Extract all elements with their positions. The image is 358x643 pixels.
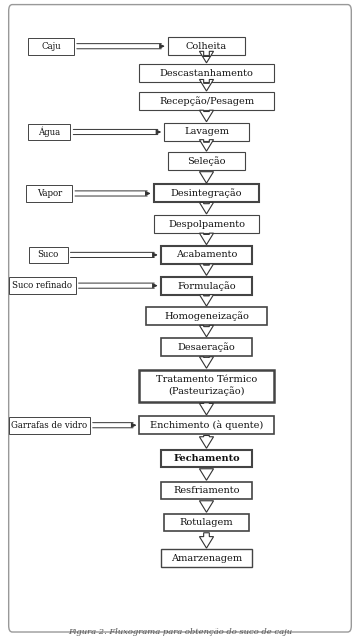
- FancyBboxPatch shape: [168, 152, 245, 170]
- Polygon shape: [199, 233, 214, 245]
- Polygon shape: [199, 294, 214, 306]
- Text: Acabamento: Acabamento: [176, 250, 237, 259]
- Text: Suco refinado: Suco refinado: [12, 281, 72, 290]
- Text: Colheita: Colheita: [186, 42, 227, 51]
- Polygon shape: [199, 172, 214, 183]
- FancyBboxPatch shape: [139, 64, 274, 82]
- Text: Água: Água: [38, 127, 61, 137]
- Text: Figura 2. Fluxograma para obtenção do suco de caju: Figura 2. Fluxograma para obtenção do su…: [68, 628, 292, 636]
- Text: Caju: Caju: [41, 42, 61, 51]
- Text: Fechamento: Fechamento: [173, 454, 240, 463]
- Polygon shape: [199, 140, 214, 151]
- FancyBboxPatch shape: [161, 338, 252, 356]
- Text: Despolpamento: Despolpamento: [168, 220, 245, 229]
- Polygon shape: [199, 80, 214, 91]
- Polygon shape: [199, 357, 214, 368]
- Text: Enchimento (à quente): Enchimento (à quente): [150, 421, 263, 430]
- Text: Vapor: Vapor: [37, 189, 62, 198]
- FancyBboxPatch shape: [161, 246, 252, 264]
- Text: Homogeneização: Homogeneização: [164, 311, 249, 322]
- FancyBboxPatch shape: [168, 37, 245, 55]
- Text: Seleção: Seleção: [187, 156, 226, 167]
- Polygon shape: [199, 51, 214, 63]
- Text: Rotulagem: Rotulagem: [180, 518, 233, 527]
- FancyBboxPatch shape: [161, 449, 252, 467]
- FancyBboxPatch shape: [154, 185, 260, 203]
- Polygon shape: [199, 325, 214, 337]
- Polygon shape: [199, 403, 214, 415]
- Text: Amarzenagem: Amarzenagem: [171, 554, 242, 563]
- Polygon shape: [199, 469, 214, 480]
- Polygon shape: [199, 264, 214, 275]
- Polygon shape: [199, 501, 214, 512]
- Text: Tratamento Térmico
(Pasteurização): Tratamento Térmico (Pasteurização): [156, 376, 257, 395]
- FancyBboxPatch shape: [28, 38, 74, 55]
- Polygon shape: [199, 203, 214, 214]
- Text: Lavagem: Lavagem: [184, 127, 229, 136]
- FancyBboxPatch shape: [164, 123, 249, 141]
- FancyBboxPatch shape: [26, 185, 72, 202]
- Text: Resfriamento: Resfriamento: [173, 486, 240, 495]
- FancyBboxPatch shape: [161, 549, 252, 567]
- Polygon shape: [199, 110, 214, 122]
- Text: Desaeração: Desaeração: [178, 342, 235, 352]
- FancyBboxPatch shape: [146, 307, 267, 325]
- FancyBboxPatch shape: [161, 482, 252, 500]
- Text: Recepção/Pesagem: Recepção/Pesagem: [159, 96, 254, 106]
- FancyBboxPatch shape: [154, 215, 260, 233]
- FancyBboxPatch shape: [139, 416, 274, 434]
- FancyBboxPatch shape: [164, 514, 249, 532]
- Polygon shape: [199, 435, 214, 448]
- Text: Desintegração: Desintegração: [171, 188, 242, 198]
- Text: Garrafas de vidro: Garrafas de vidro: [11, 421, 87, 430]
- FancyBboxPatch shape: [9, 5, 351, 632]
- Text: Formulação: Formulação: [177, 281, 236, 291]
- FancyBboxPatch shape: [139, 93, 274, 110]
- FancyBboxPatch shape: [139, 370, 274, 401]
- Text: Suco: Suco: [38, 250, 59, 259]
- Polygon shape: [199, 533, 214, 548]
- Text: Descastanhamento: Descastanhamento: [160, 69, 253, 78]
- FancyBboxPatch shape: [161, 276, 252, 294]
- FancyBboxPatch shape: [9, 277, 76, 294]
- FancyBboxPatch shape: [28, 123, 71, 140]
- FancyBboxPatch shape: [9, 417, 90, 433]
- FancyBboxPatch shape: [29, 247, 68, 263]
